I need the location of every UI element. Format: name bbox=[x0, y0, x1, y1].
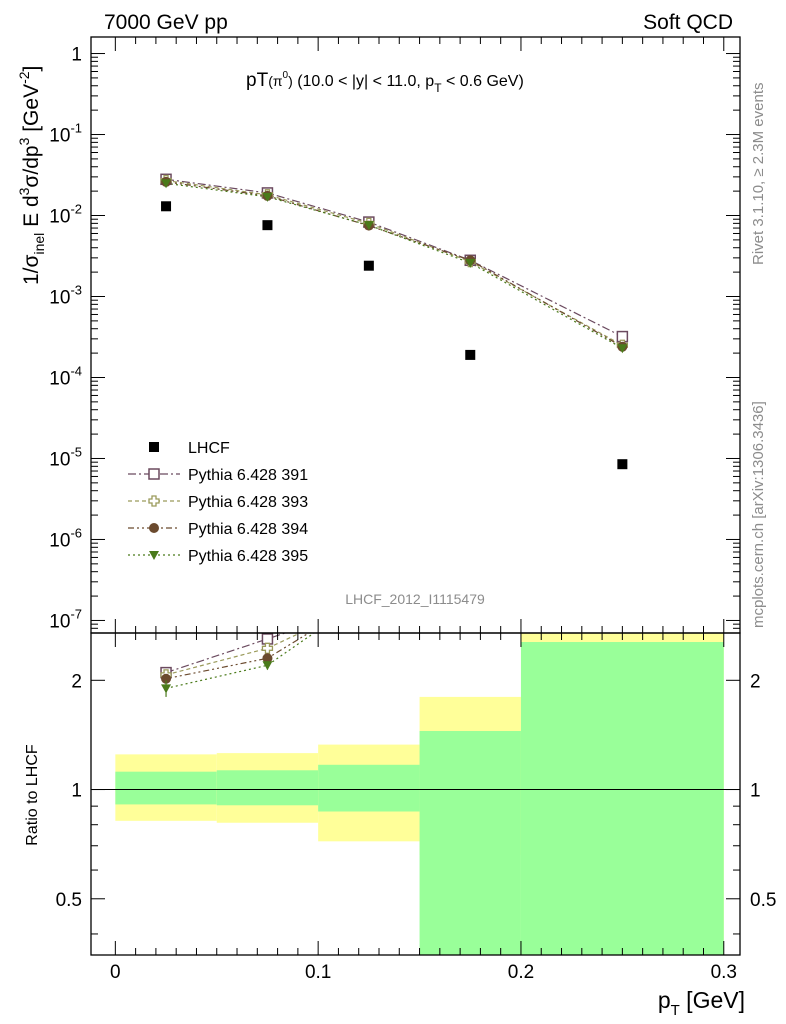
main-ytick-label-5: 10-5 bbox=[49, 444, 82, 470]
band-inner-4 bbox=[520, 642, 724, 955]
ratio-line-3 bbox=[165, 632, 315, 689]
legend-label-0: LHCF bbox=[188, 440, 230, 457]
main-series-points bbox=[160, 173, 629, 470]
header-left: 7000 GeV pp bbox=[104, 11, 228, 34]
xtick-label-2: 0.2 bbox=[508, 962, 534, 983]
main-frame bbox=[90, 36, 741, 634]
mcplots-label: mcplots.cern.ch [arXiv:1306.3436] bbox=[750, 401, 767, 628]
main-title: pT(π0) (10.0 < |y| < 11.0, pT < 0.6 GeV) bbox=[246, 70, 524, 95]
legend-marker-2 bbox=[148, 495, 160, 507]
band-inner-3 bbox=[419, 730, 521, 955]
main-ytick-label-7: 10-7 bbox=[49, 606, 82, 632]
main-point-0-4 bbox=[617, 459, 628, 470]
band-inner-0 bbox=[115, 771, 217, 805]
ratio-point-3-1 bbox=[262, 661, 273, 671]
x-axis-label: pT [GeV] bbox=[658, 987, 745, 1019]
main-point-0-2 bbox=[363, 260, 374, 271]
legend-label-1: Pythia 6.428 391 bbox=[188, 467, 308, 484]
main-ytick-label-4: 10-4 bbox=[49, 363, 82, 389]
xtick-label-0: 0 bbox=[110, 962, 121, 983]
rivet-version-label: Rivet 3.1.10, ≥ 2.3M events bbox=[750, 83, 767, 266]
main-point-4-0 bbox=[161, 179, 172, 189]
legend-marker-0 bbox=[149, 442, 159, 452]
main-point-0-1 bbox=[262, 220, 273, 231]
band-inner-1 bbox=[216, 770, 319, 806]
xtick-label-3: 0.3 bbox=[711, 962, 737, 983]
main-point-0-3 bbox=[465, 349, 476, 360]
ratio-point-2-1 bbox=[262, 653, 273, 664]
ratio-line-1 bbox=[165, 632, 301, 676]
legend-label-4: Pythia 6.428 395 bbox=[188, 548, 308, 565]
header-right: Soft QCD bbox=[643, 11, 733, 34]
ratio-ytick-label-right-0: 2 bbox=[750, 671, 761, 692]
main-y-axis-label: 1/σinel E d3σ/dp3 [GeV-2] bbox=[16, 66, 47, 285]
ratio-point-3-0 bbox=[161, 684, 172, 694]
legend-label-2: Pythia 6.428 393 bbox=[188, 494, 308, 511]
ratio-bands bbox=[91, 633, 740, 955]
main-line-3 bbox=[165, 181, 623, 348]
ratio-point-2-0 bbox=[161, 673, 172, 684]
ratio-ytick-label-left-0: 2 bbox=[71, 671, 82, 692]
main-point-4-3 bbox=[465, 258, 476, 268]
main-line-4 bbox=[165, 182, 623, 349]
main-ytick-label-1: 10-1 bbox=[49, 121, 82, 147]
legend-label-3: Pythia 6.428 394 bbox=[188, 521, 308, 538]
main-series-lines bbox=[165, 178, 623, 349]
main-point-4-1 bbox=[262, 192, 273, 202]
ratio-lines bbox=[165, 632, 315, 689]
legend: LHCF Pythia 6.428 391 Pythia 6.428 393 Pyth… bbox=[128, 440, 308, 565]
main-ytick-label-3: 10-3 bbox=[49, 282, 82, 308]
ratio-ytick-label-right-2: 0.5 bbox=[750, 890, 776, 911]
ratio-line-2 bbox=[165, 632, 310, 680]
band-inner-2 bbox=[318, 764, 420, 812]
ratio-frame bbox=[90, 632, 741, 956]
ratio-ytick-label-left-2: 0.5 bbox=[56, 890, 82, 911]
main-ytick-label-0: 1 bbox=[71, 45, 82, 66]
ratio-y-axis-label: Ratio to LHCF bbox=[24, 744, 41, 846]
ratio-line-0 bbox=[165, 632, 286, 674]
legend-marker-4 bbox=[149, 551, 159, 560]
axes: 1 10-1 10-2 10-3 10-4 10-5 10-6 10-7 0 0.1 0.2 0.3 2… bbox=[49, 36, 776, 983]
analysis-tag: LHCF_2012_I1115479 bbox=[345, 591, 485, 607]
ratio-ytick-label-right-1: 1 bbox=[750, 781, 761, 802]
main-point-4-4 bbox=[617, 344, 628, 354]
ratio-point-1-1 bbox=[261, 642, 274, 654]
main-ytick-label-6: 10-6 bbox=[49, 525, 82, 551]
main-line-2 bbox=[165, 179, 623, 346]
ratio-point-0-1 bbox=[261, 633, 274, 645]
main-point-0-0 bbox=[161, 201, 172, 212]
legend-marker-1 bbox=[148, 468, 160, 480]
legend-marker-3 bbox=[149, 523, 159, 533]
main-point-4-2 bbox=[363, 221, 374, 231]
main-line-1 bbox=[165, 178, 623, 338]
ratio-series-points bbox=[160, 633, 274, 697]
ratio-ytick-label-left-1: 1 bbox=[71, 781, 82, 802]
xtick-label-1: 0.1 bbox=[305, 962, 331, 983]
main-ytick-label-2: 10-2 bbox=[49, 202, 82, 228]
